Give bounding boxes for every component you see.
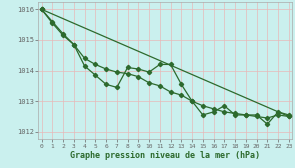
X-axis label: Graphe pression niveau de la mer (hPa): Graphe pression niveau de la mer (hPa) xyxy=(70,151,260,160)
